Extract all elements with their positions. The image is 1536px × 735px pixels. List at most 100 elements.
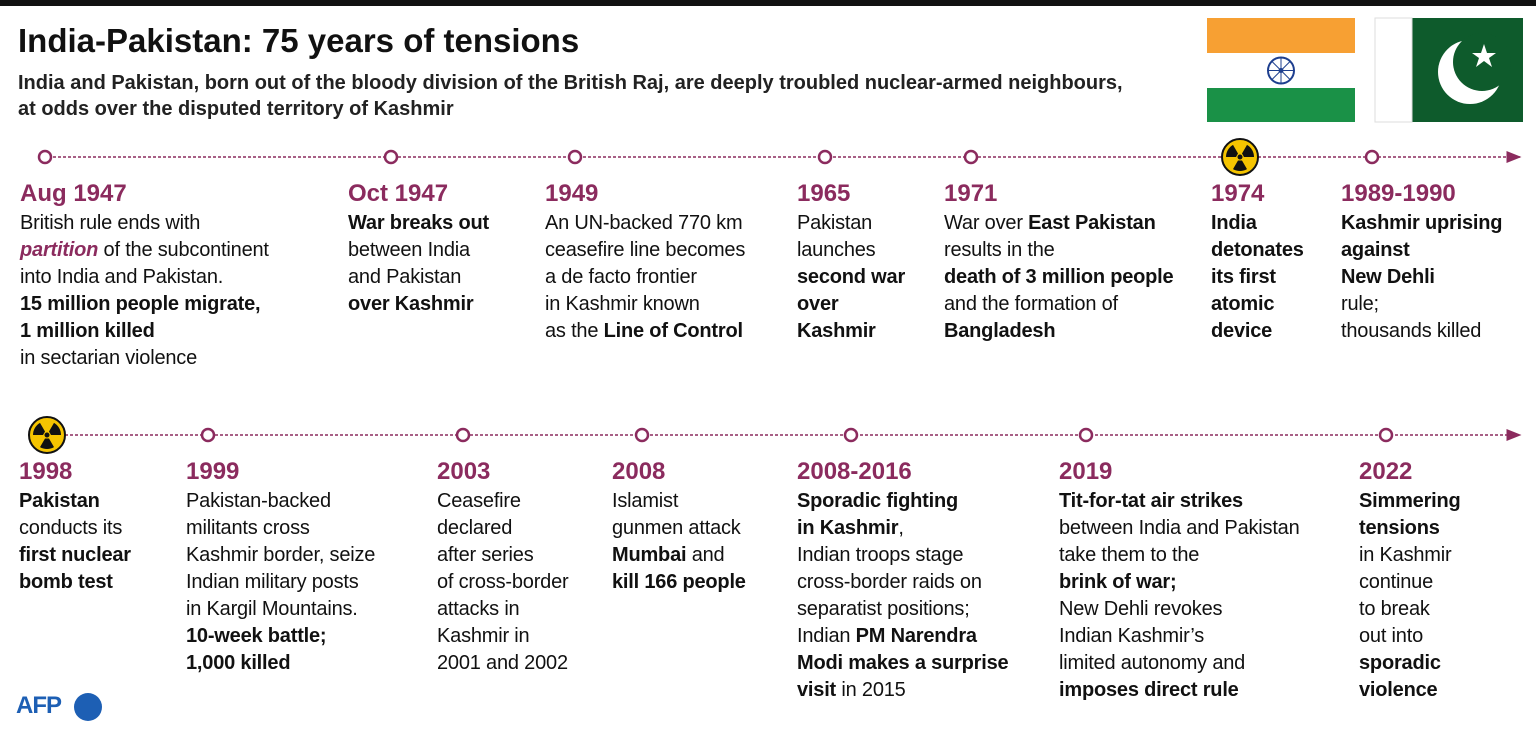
event: 1974 India detonates its first atomic device <box>1211 180 1304 345</box>
event-text: into India and Pakistan. <box>20 266 224 288</box>
event-text: Mumbai <box>612 544 687 566</box>
event-text-line: Kashmir in <box>437 623 569 650</box>
event-text: Modi makes a surprise <box>797 652 1009 674</box>
icon-center <box>1237 154 1243 160</box>
event-text-line: tensions <box>1359 515 1461 542</box>
event: 2008 Islamist gunmen attack Mumbai and kill … <box>612 458 746 596</box>
event-text-line: limited autonomy and <box>1059 650 1300 677</box>
event-text: death of 3 million people <box>944 266 1174 288</box>
event-text-line: Indian Kashmir’s <box>1059 623 1300 650</box>
event-text-line: after series <box>437 542 569 569</box>
event-text: attacks in <box>437 598 520 620</box>
event-text-line: launches <box>797 237 905 264</box>
event-text-line: 15 million people migrate, <box>20 291 269 318</box>
event-text-line: second war <box>797 264 905 291</box>
event-text-line: sporadic <box>1359 650 1461 677</box>
event-text: New Dehli revokes <box>1059 598 1223 620</box>
event-text: Kashmir in <box>437 625 530 647</box>
event-text-line: ceasefire line becomes <box>545 237 745 264</box>
event-text: and the formation of <box>944 293 1118 315</box>
event-text-line: in Kashmir, <box>797 515 1008 542</box>
event-text: and <box>686 544 725 566</box>
event-text-line: Indian troops stage <box>797 542 1008 569</box>
event-text: Indian troops stage <box>797 544 964 566</box>
event-text: over Kashmir <box>348 293 474 315</box>
title: India-Pakistan: 75 years of tensions <box>18 22 580 59</box>
event-text: of cross-border <box>437 571 569 593</box>
event-text: over <box>797 293 839 315</box>
event-text-line: Ceasefire <box>437 488 569 515</box>
event-text: partition <box>20 239 99 261</box>
event-text: New Dehli <box>1341 266 1435 288</box>
event-text: 10-week battle; <box>186 625 327 647</box>
event-text-line: Kashmir <box>797 318 905 345</box>
event-text-line: its first <box>1211 264 1304 291</box>
event-date: 1999 <box>186 458 240 485</box>
event-text-line: Pakistan-backed <box>186 488 375 515</box>
event: 2008-2016 Sporadic fighting in Kashmir, Ind… <box>797 458 1009 704</box>
event-text-line: declared <box>437 515 569 542</box>
event-text: An UN-backed 770 km <box>545 212 743 234</box>
event-text-line: in sectarian violence <box>20 345 269 372</box>
event-text: Indian military posts <box>186 571 359 593</box>
event-text-line: between India <box>348 237 489 264</box>
event-text: Pakistan <box>797 212 873 234</box>
event-text: ceasefire line becomes <box>545 239 746 261</box>
event-text-line: militants cross <box>186 515 375 542</box>
event-text: in Kashmir <box>1359 544 1452 566</box>
icon-blade <box>1226 144 1238 157</box>
event-text: Pakistan-backed <box>186 490 331 512</box>
event-text: rule; <box>1341 293 1379 315</box>
event-text: , <box>898 517 904 539</box>
event-text-line: War breaks out <box>348 210 489 237</box>
event-text-line: Pakistan <box>19 488 131 515</box>
event-text: in Kargil Mountains. <box>186 598 358 620</box>
event-text: a de facto frontier <box>545 266 697 288</box>
event-date: 2019 <box>1059 458 1113 485</box>
timeline-dot <box>455 427 471 443</box>
event-date: 1971 <box>944 180 998 207</box>
event: Aug 1947 British rule ends with partition … <box>20 180 269 372</box>
event: 2019 Tit-for-tat air strikes between India… <box>1059 458 1300 704</box>
event-text-line: Indian PM Narendra <box>797 623 1008 650</box>
event-date: 1949 <box>545 180 599 207</box>
event-text-line: attacks in <box>437 596 569 623</box>
event-text-line: Islamist <box>612 488 746 515</box>
event-text-line: War over East Pakistan <box>944 210 1173 237</box>
event-text: and Pakistan <box>348 266 462 288</box>
event-text: of the subcontinent <box>98 239 269 261</box>
event-text: in Kashmir <box>797 517 899 539</box>
event-text: Bangladesh <box>944 320 1056 342</box>
event-text-line: in Kashmir <box>1359 542 1461 569</box>
event-text: War over <box>944 212 1029 234</box>
event: 2022 Simmering tensions in Kashmir continue t… <box>1359 458 1461 704</box>
event-text-line: violence <box>1359 677 1461 704</box>
event-text: bomb test <box>19 571 113 593</box>
event-text: cross-border raids on <box>797 571 982 593</box>
event-text-line: 1 million killed <box>20 318 269 345</box>
event-text: militants cross <box>186 517 310 539</box>
event-text: 15 million people migrate, <box>20 293 261 315</box>
event: 1999 Pakistan-backed militants cross Kashmi… <box>186 458 375 677</box>
event-text-line: visit in 2015 <box>797 677 1008 704</box>
event-text-line: to break <box>1359 596 1461 623</box>
event-text: second war <box>797 266 906 288</box>
event-text-line: and the formation of <box>944 291 1173 318</box>
event-text-line: New Dehli <box>1341 264 1502 291</box>
event-text: after series <box>437 544 534 566</box>
event-text-line: Sporadic fighting <box>797 488 1008 515</box>
event-text-line: gunmen attack <box>612 515 746 542</box>
event-text-line: rule; <box>1341 291 1502 318</box>
event-text-line: out into <box>1359 623 1461 650</box>
event-text-line: Kashmir border, seize <box>186 542 375 569</box>
event: 1965 Pakistan launches second war over Kashmi… <box>797 180 905 345</box>
event-text-line: over Kashmir <box>348 291 489 318</box>
event-text: in sectarian violence <box>20 347 198 369</box>
top-bar <box>0 0 1536 6</box>
event-text-line: Mumbai and <box>612 542 746 569</box>
event-date: 1965 <box>797 180 851 207</box>
event-text: 1,000 killed <box>186 652 291 674</box>
subtitle: India and Pakistan, born out of the bloo… <box>18 72 1123 94</box>
event-text-line: Tit-for-tat air strikes <box>1059 488 1300 515</box>
event-text: to break <box>1359 598 1430 620</box>
